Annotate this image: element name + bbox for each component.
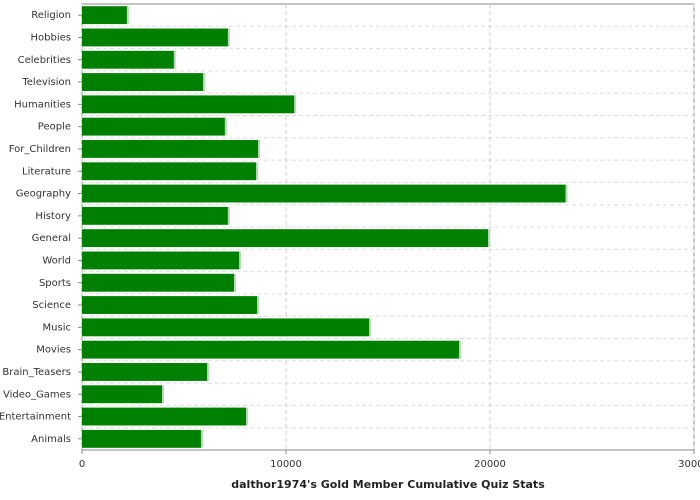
bar — [82, 429, 201, 448]
bar — [82, 407, 247, 426]
bar — [82, 318, 370, 337]
y-tick-label: Celebrities — [18, 55, 71, 66]
bar — [82, 117, 225, 136]
bar — [82, 206, 228, 225]
bar — [82, 251, 240, 270]
x-tick-label: 10000 — [270, 459, 302, 470]
bar — [82, 73, 203, 91]
x-axis-title: dalthor1974's Gold Member Cumulative Qui… — [231, 478, 545, 491]
y-tick-label: Animals — [31, 434, 71, 445]
y-tick-label: For_Children — [9, 144, 71, 155]
y-tick-label: Geography — [16, 189, 71, 200]
x-tick-label: 0 — [79, 459, 85, 470]
y-tick-label: Television — [21, 77, 71, 88]
bar — [82, 50, 174, 69]
bar — [82, 363, 208, 381]
bar — [82, 95, 295, 114]
y-tick-label: Entertainment — [0, 412, 71, 423]
y-tick-label: History — [35, 211, 71, 222]
bar — [82, 296, 258, 314]
bar — [82, 140, 259, 158]
y-tick-label: Movies — [36, 345, 71, 356]
y-tick-label: Hobbies — [31, 32, 71, 43]
y-tick-label: Literature — [22, 166, 71, 177]
y-tick-label: Video_Games — [3, 389, 71, 400]
bar — [82, 162, 257, 181]
y-tick-label: People — [38, 122, 71, 133]
y-tick-label: Music — [43, 322, 71, 333]
y-tick-label: Science — [32, 300, 71, 311]
y-tick-label: Sports — [39, 278, 71, 289]
bar — [82, 28, 228, 47]
y-tick-label: Brain_Teasers — [2, 367, 71, 378]
bar — [82, 273, 234, 292]
bar — [82, 385, 162, 404]
x-tick-label: 30000 — [678, 459, 700, 470]
x-tick-label: 20000 — [474, 459, 506, 470]
bar — [82, 229, 488, 248]
bar — [82, 184, 566, 203]
bar — [82, 340, 459, 359]
y-tick-label: Humanities — [14, 99, 71, 110]
bar — [82, 6, 127, 25]
y-tick-label: World — [42, 255, 71, 266]
y-tick-label: Religion — [31, 10, 71, 21]
y-tick-label: General — [32, 233, 71, 244]
